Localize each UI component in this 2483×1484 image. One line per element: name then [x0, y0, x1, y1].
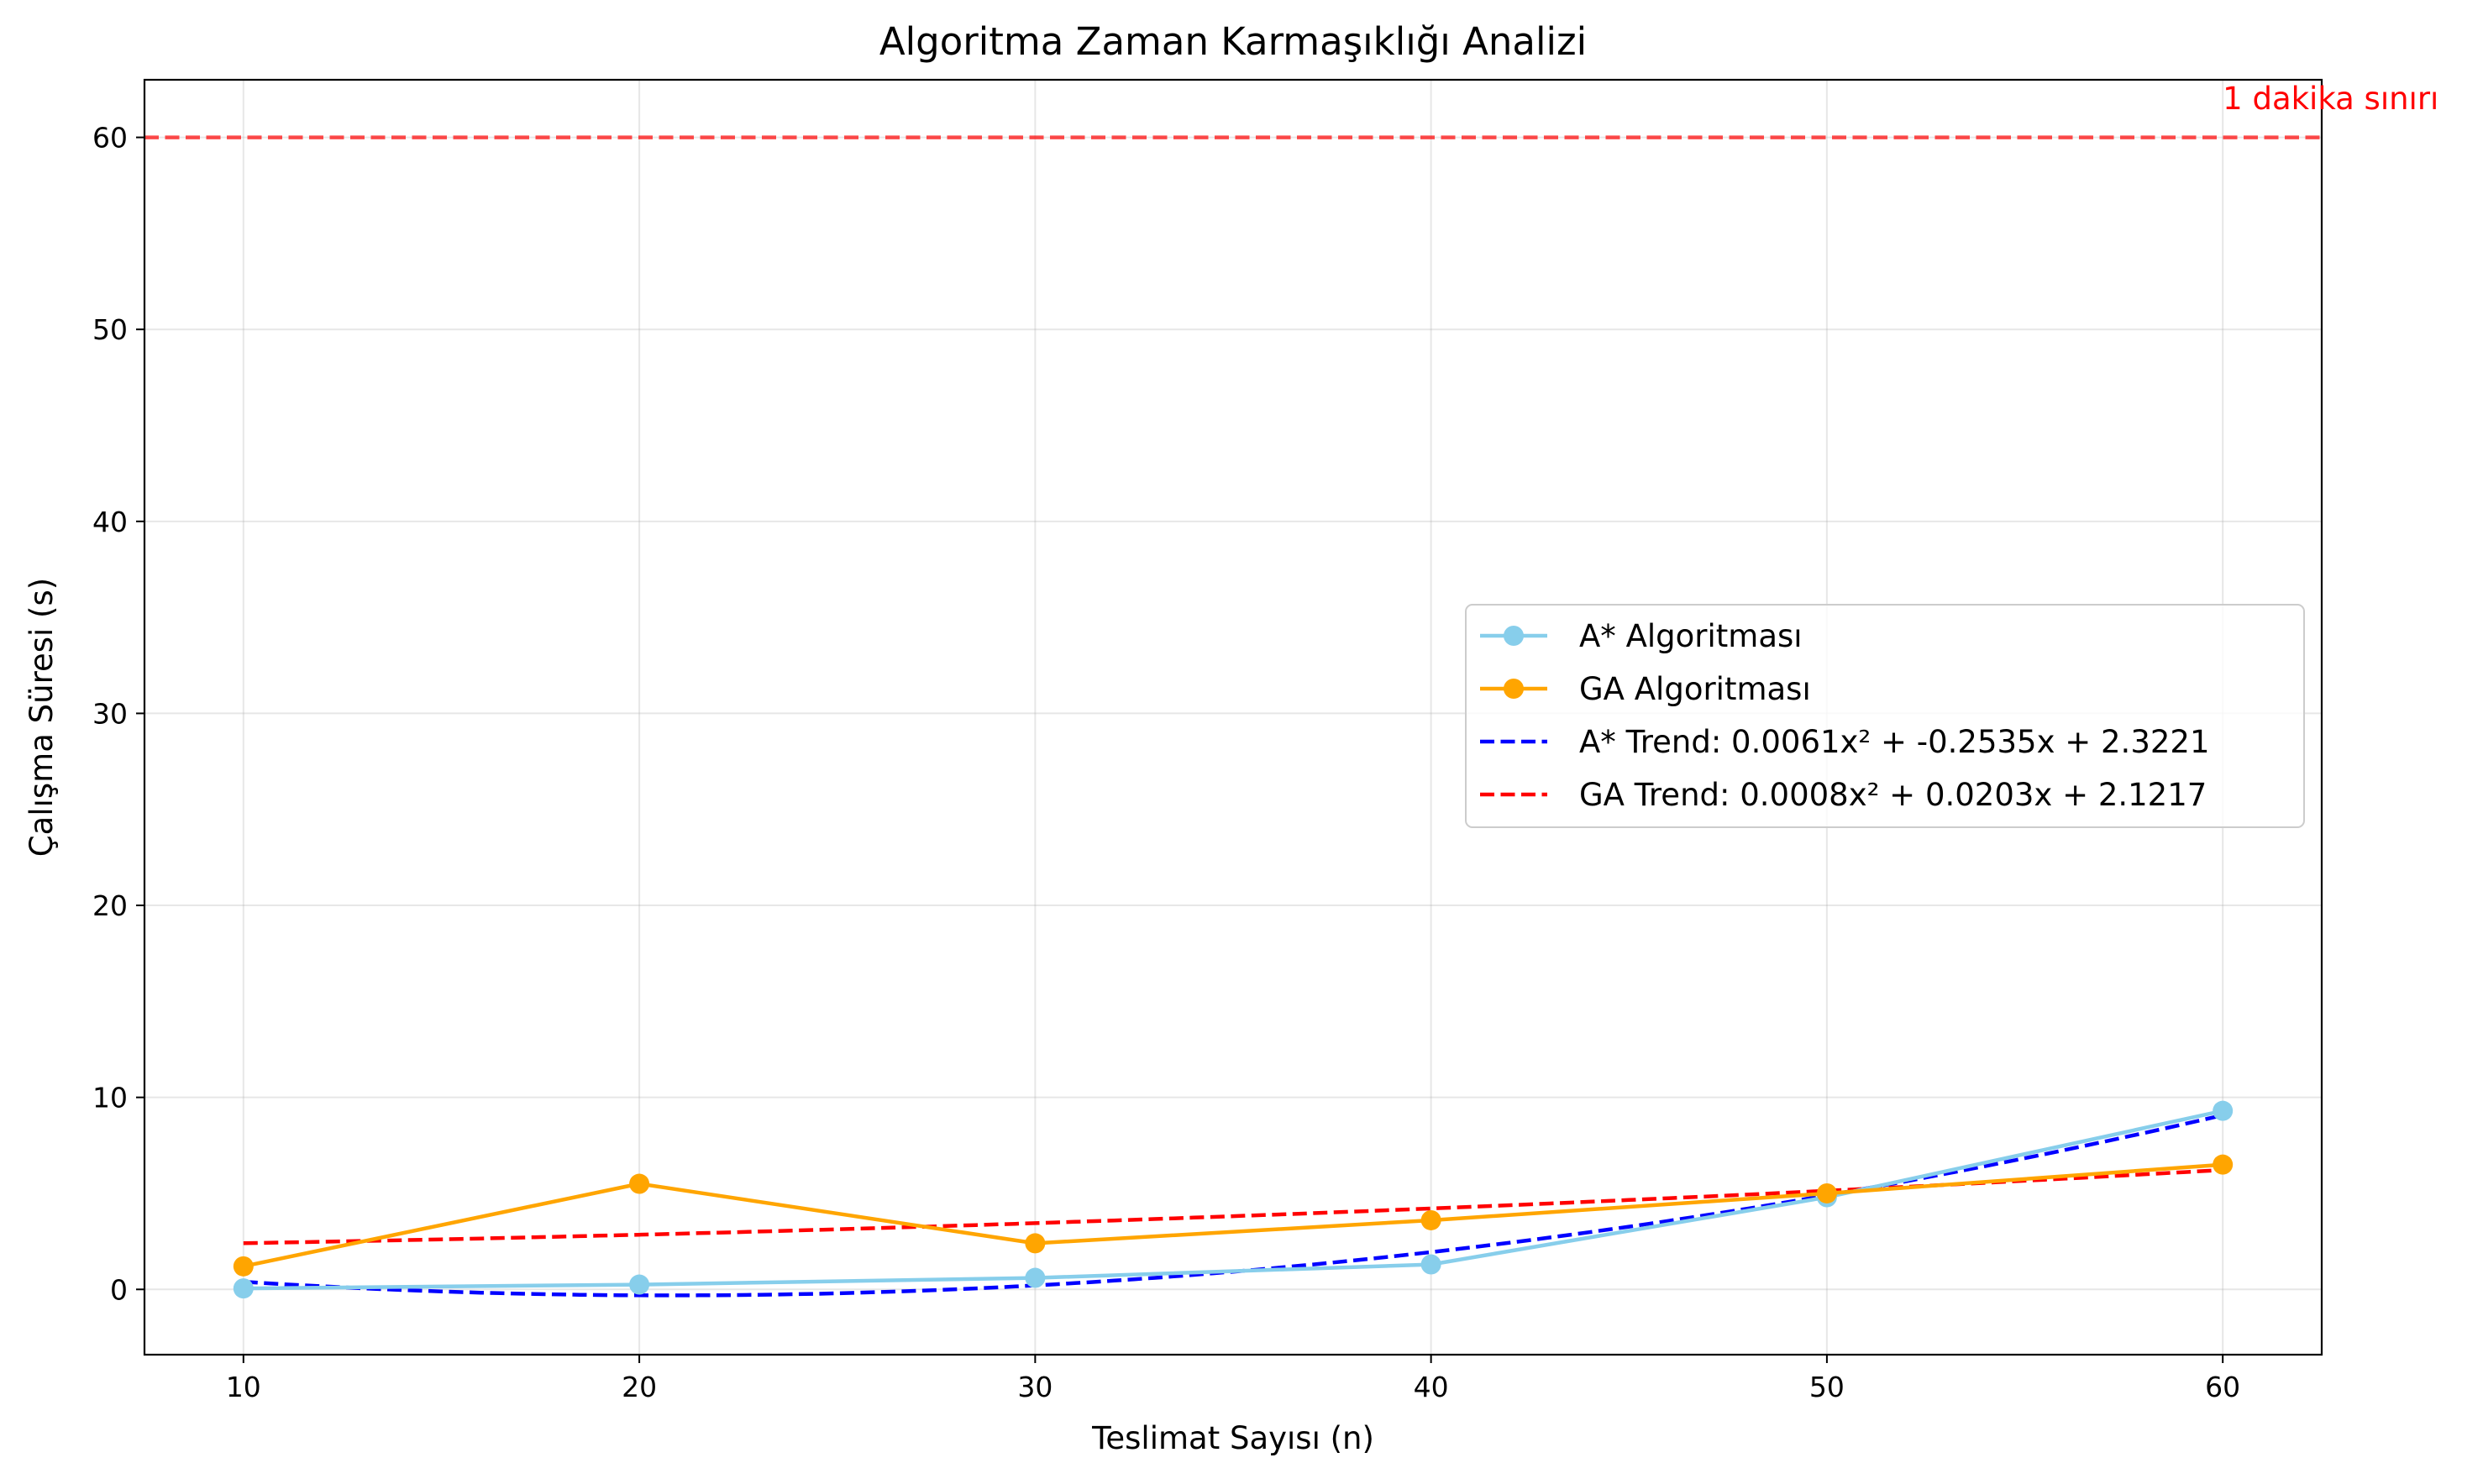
x-tick-label: 40 [1414, 1371, 1449, 1403]
reference-line-label: 1 dakika sınırı [2223, 81, 2438, 117]
axis-ticks: 10 20 30 40 50 60 0 10 20 30 40 50 60 [92, 122, 2240, 1403]
data-point [2213, 1154, 2234, 1175]
x-tick-label: 30 [1017, 1371, 1053, 1403]
y-tick-label: 50 [92, 313, 128, 346]
data-point [1420, 1209, 1441, 1230]
series-line-1 [243, 1109, 2223, 1291]
series-line-2 [243, 1162, 2223, 1269]
y-tick-label: 0 [110, 1273, 128, 1306]
data-point [233, 1278, 254, 1299]
data-point [1025, 1267, 1046, 1288]
x-tick-label: 20 [622, 1371, 657, 1403]
data-point [2213, 1100, 2234, 1121]
axes-frame [143, 78, 2323, 1356]
legend-swatch-marker [1504, 626, 1524, 646]
x-axis-label: Teslimat Sayısı (n) [1091, 1420, 1374, 1456]
data-point [1816, 1182, 1837, 1203]
legend-label: GA Trend: 0.0008x² + 0.0203x + 2.1217 [1579, 777, 2207, 813]
data-point [629, 1274, 650, 1295]
plot-data [144, 135, 2322, 1299]
chart-title: Algoritma Zaman Karmaşıklığı Analizi [879, 19, 1587, 64]
legend-label: GA Algoritması [1579, 671, 1811, 707]
y-tick-label: 30 [92, 697, 128, 730]
y-tick-label: 40 [92, 506, 128, 538]
data-point [1025, 1233, 1046, 1254]
y-tick-label: 60 [92, 122, 128, 155]
legend: A* Algoritması GA Algoritması A* Trend: 0.… [1465, 604, 2305, 828]
y-axis-label: Çalışma Süresi (s) [24, 578, 60, 857]
y-tick-label: 10 [92, 1082, 128, 1114]
data-point [233, 1256, 254, 1277]
y-tick-label: 20 [92, 889, 128, 922]
legend-label: A* Trend: 0.0061x² + -0.2535x + 2.3221 [1579, 724, 2209, 760]
legend-swatch-marker [1504, 679, 1524, 699]
x-tick-label: 10 [226, 1371, 261, 1403]
x-tick-label: 50 [1809, 1371, 1845, 1403]
legend-box [1465, 604, 2305, 828]
legend-label: A* Algoritması [1579, 618, 1803, 654]
data-point [629, 1173, 650, 1194]
x-tick-label: 60 [2205, 1371, 2240, 1403]
data-point [1420, 1254, 1441, 1275]
